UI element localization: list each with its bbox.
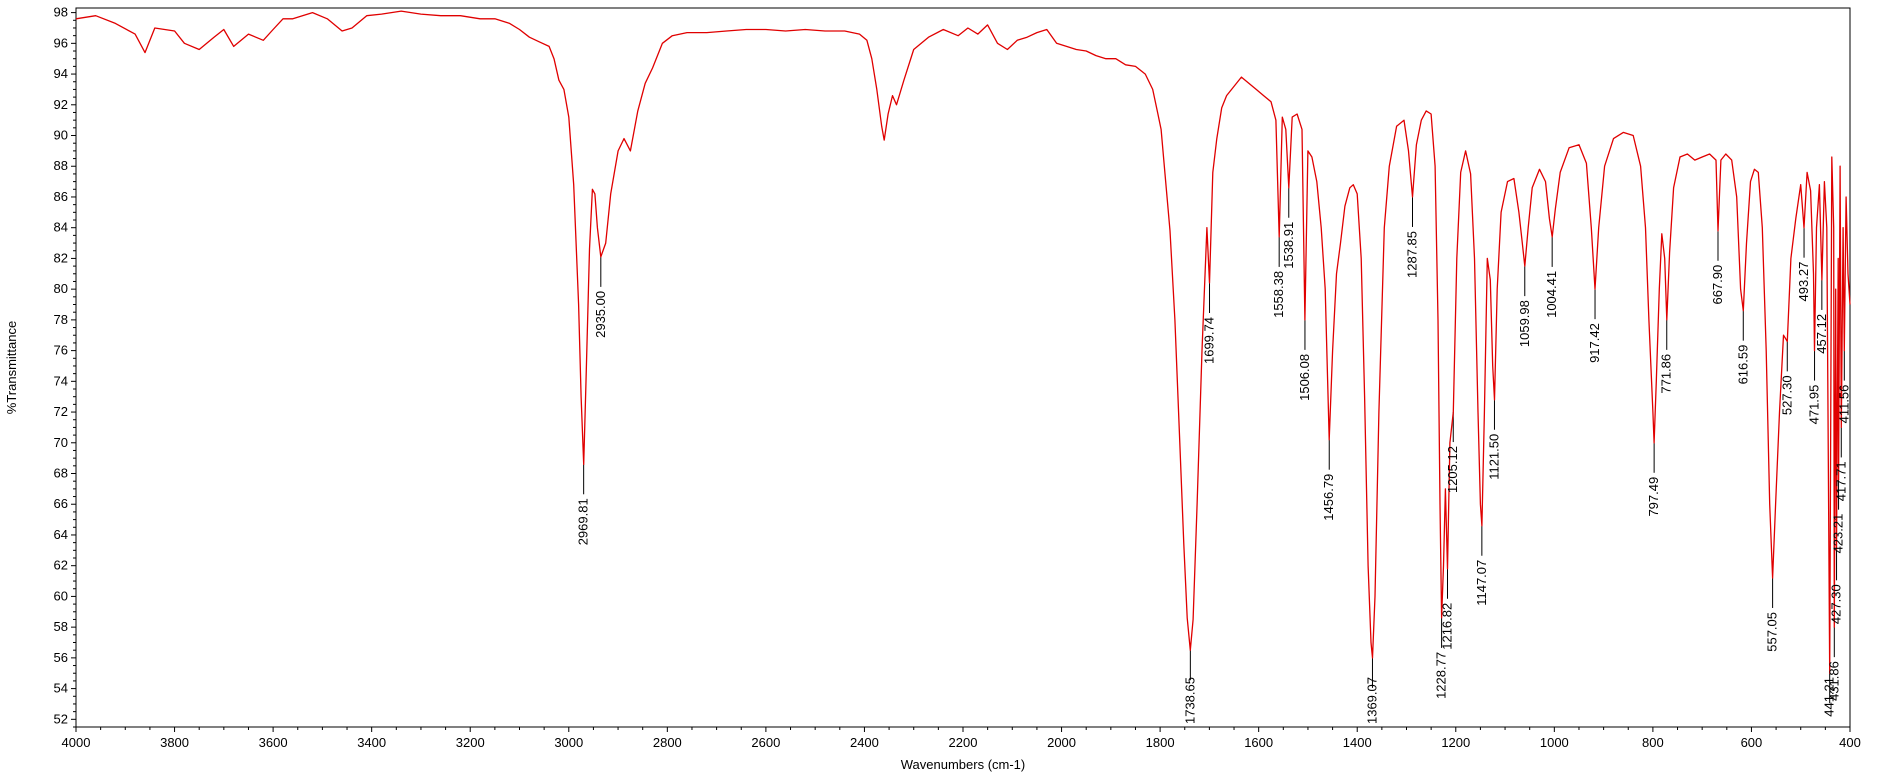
x-tick-label: 2800: [653, 735, 682, 750]
y-tick-label: 82: [54, 250, 68, 265]
peak-label: 1205.12: [1445, 446, 1460, 493]
peak-label: 1506.08: [1297, 354, 1312, 401]
x-tick-label: 1800: [1146, 735, 1175, 750]
y-tick-label: 60: [54, 588, 68, 603]
x-tick-label: 2200: [949, 735, 978, 750]
y-tick-label: 80: [54, 281, 68, 296]
peak-label: 1216.82: [1439, 603, 1454, 650]
y-axis-title: %Transmittance: [4, 321, 19, 414]
x-tick-label: 1400: [1343, 735, 1372, 750]
peak-label: 1699.74: [1202, 317, 1217, 364]
peak-label: 1538.91: [1281, 222, 1296, 269]
x-tick-label: 3200: [456, 735, 485, 750]
peak-markers: [583, 187, 1845, 704]
y-tick-label: 88: [54, 158, 68, 173]
y-tick-label: 76: [54, 343, 68, 358]
y-tick-label: 54: [54, 681, 68, 696]
spectrum-series: [75, 10, 1851, 674]
y-tick-label: 98: [54, 5, 68, 20]
x-axis: 4000 3800 3600 3400 3200 3000 2800 2600 2400 2200…: [62, 727, 1861, 750]
x-tick-label: 2600: [751, 735, 780, 750]
peak-label: 557.05: [1765, 612, 1780, 652]
y-tick-label: 52: [54, 711, 68, 726]
y-tick-label: 92: [54, 97, 68, 112]
x-tick-label: 2000: [1047, 735, 1076, 750]
peak-label: 1228.77: [1434, 652, 1449, 699]
peak-label: 771.86: [1659, 354, 1674, 394]
peak-label: 1369.07: [1364, 677, 1379, 724]
y-tick-label: 96: [54, 35, 68, 50]
spectrum-line: [75, 10, 1851, 674]
y-tick-label: 68: [54, 466, 68, 481]
y-tick-label: 90: [54, 128, 68, 143]
x-tick-label: 400: [1839, 735, 1861, 750]
peak-label: 457.12: [1814, 314, 1829, 354]
peak-label: 917.42: [1587, 323, 1602, 363]
peak-labels: 2969.81 2935.00 1738.65 1699.74 1558.38 1538.…: [576, 222, 1852, 724]
peak-label: 1738.65: [1182, 677, 1197, 724]
peak-label: 527.30: [1779, 375, 1794, 415]
x-tick-label: 4000: [62, 735, 91, 750]
peak-label: 417.71: [1833, 461, 1848, 501]
peak-label: 667.90: [1710, 265, 1725, 305]
y-tick-label: 70: [54, 435, 68, 450]
x-tick-label: 1200: [1441, 735, 1470, 750]
y-tick-label: 84: [54, 220, 68, 235]
x-tick-label: 3800: [160, 735, 189, 750]
peak-label: 1059.98: [1517, 300, 1532, 347]
peak-label: 616.59: [1735, 345, 1750, 385]
peak-label: 2935.00: [593, 291, 608, 338]
peak-label: 1121.50: [1486, 434, 1501, 480]
peak-label: 427.30: [1829, 584, 1844, 624]
x-axis-title: Wavenumbers (cm-1): [901, 757, 1025, 772]
y-tick-label: 74: [54, 373, 68, 388]
x-tick-label: 1000: [1540, 735, 1569, 750]
y-tick-label: 72: [54, 404, 68, 419]
x-tick-label: 1600: [1244, 735, 1273, 750]
peak-label: 493.27: [1796, 262, 1811, 302]
peak-label: 411.56: [1836, 385, 1851, 424]
peak-label: 1558.38: [1271, 271, 1286, 318]
y-tick-label: 78: [54, 312, 68, 327]
y-tick-label: 86: [54, 189, 68, 204]
x-tick-label: 2400: [850, 735, 879, 750]
peak-label: 2969.81: [576, 498, 591, 545]
x-tick-label: 800: [1642, 735, 1664, 750]
x-tick-label: 600: [1741, 735, 1763, 750]
peak-label: 471.95: [1807, 385, 1822, 425]
y-tick-label: 66: [54, 496, 68, 511]
y-tick-label: 56: [54, 650, 68, 665]
peak-label: 431.86: [1826, 661, 1841, 701]
peak-label: 1147.07: [1474, 560, 1489, 606]
peak-label: 1287.85: [1404, 231, 1419, 278]
x-tick-label: 3600: [259, 735, 288, 750]
y-tick-label: 94: [54, 66, 68, 81]
y-tick-label: 62: [54, 558, 68, 573]
peak-label: 1456.79: [1321, 474, 1336, 521]
x-tick-label: 3000: [554, 735, 583, 750]
y-tick-label: 58: [54, 619, 68, 634]
peak-label: 797.49: [1646, 477, 1661, 517]
x-tick-label: 3400: [357, 735, 386, 750]
y-tick-label: 64: [54, 527, 68, 542]
peak-label: 1004.41: [1544, 271, 1559, 318]
peak-label: 423.21: [1831, 514, 1846, 554]
peak-label: 441.21: [1822, 677, 1837, 717]
y-axis: 52 54 56 58 60 62 64 66 68 70 72 74 76 78 80 82 84 86 88 90…: [54, 5, 76, 728]
